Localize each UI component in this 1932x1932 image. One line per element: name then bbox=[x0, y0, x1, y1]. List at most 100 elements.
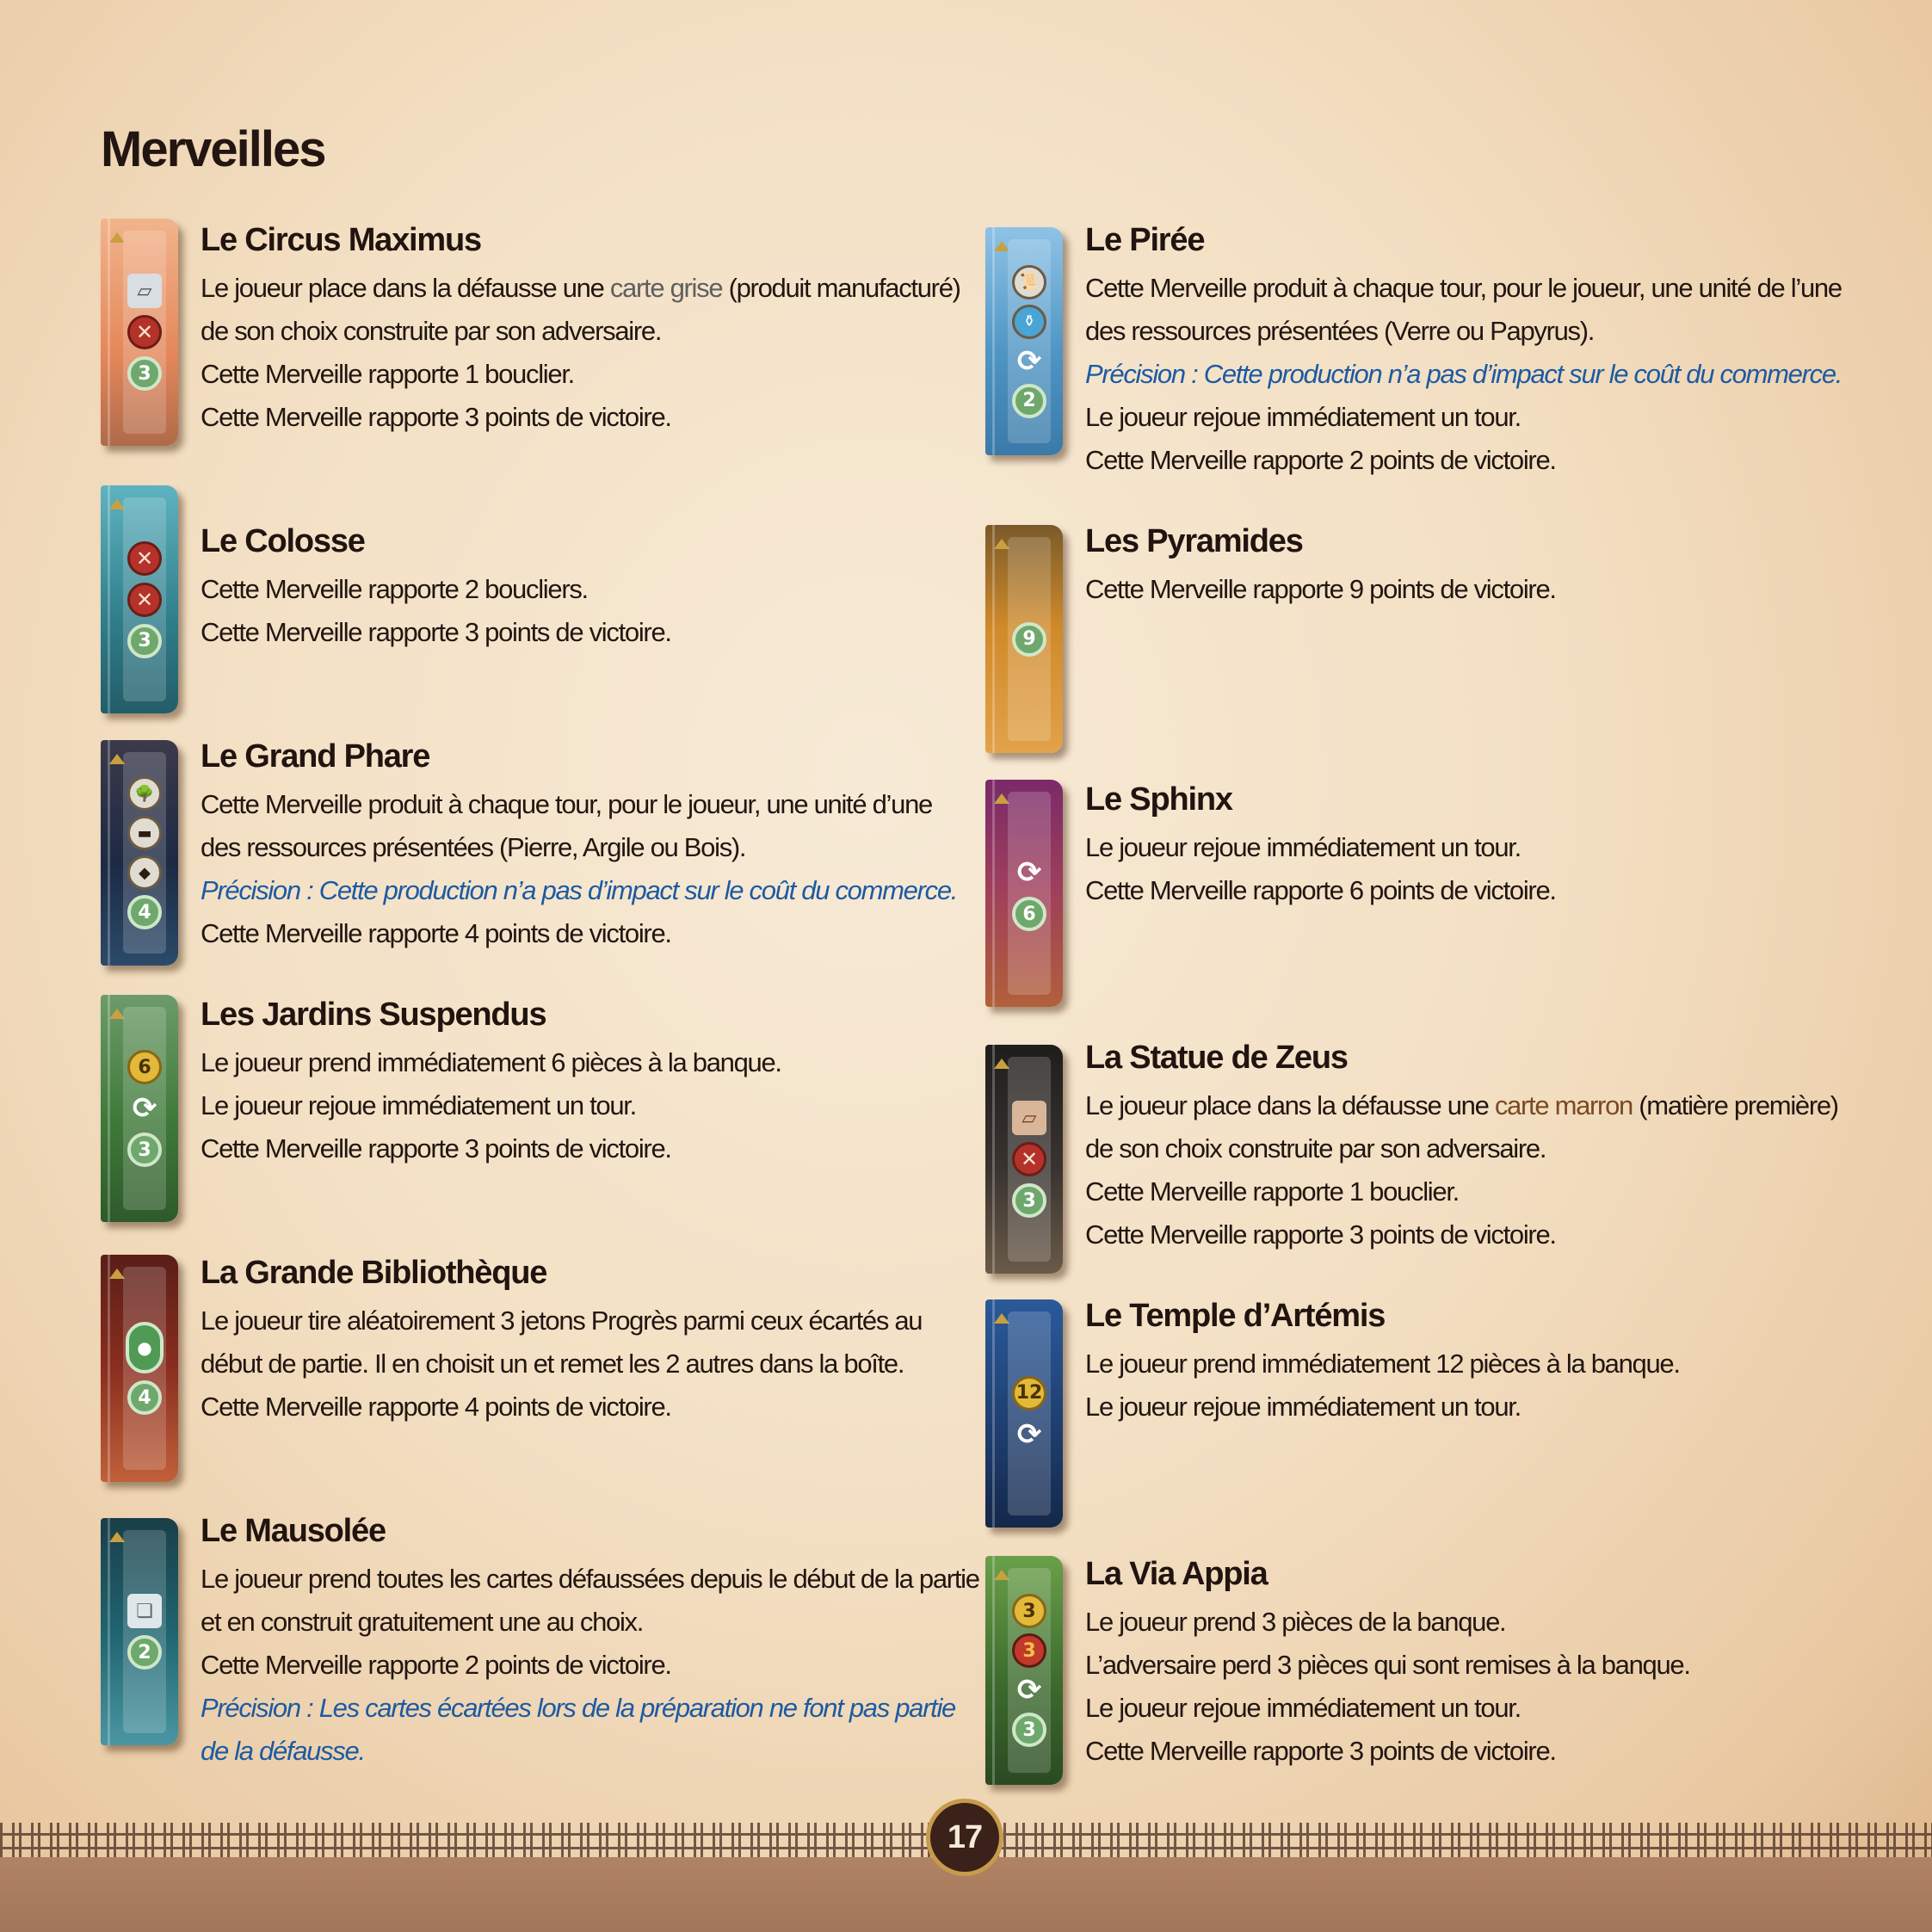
wonder-text: Cette Merveille rapporte 3 points de vic… bbox=[1085, 1736, 1557, 1766]
wonder-text: Le joueur prend 3 pièces de la banque. bbox=[1085, 1607, 1507, 1637]
papyrus-icon: 📜 bbox=[1012, 264, 1046, 299]
coin-icon: 3 bbox=[1012, 1594, 1046, 1628]
progress-tokens-icon: ● bbox=[126, 1322, 164, 1373]
wonder-title: Les Pyramides bbox=[1085, 523, 1304, 559]
wonder-text: L’adversaire perd 3 pièces qui sont remi… bbox=[1085, 1650, 1691, 1680]
wonder-text: Cette Merveille rapporte 2 boucliers. bbox=[201, 574, 589, 604]
wonder-note: Précision : Cette production n’a pas d’i… bbox=[201, 875, 958, 905]
wonder-card: 🌳 ▬ ◆ 4 bbox=[101, 740, 178, 966]
grey-card-label: carte grise bbox=[609, 273, 724, 303]
shield-icon: ✕ bbox=[127, 315, 162, 349]
lose-coins-icon: 3 bbox=[1012, 1633, 1046, 1668]
wonder-text: Le joueur rejoue immédiatement un tour. bbox=[201, 1090, 637, 1120]
wonder-text: Le joueur rejoue immédiatement un tour. bbox=[1085, 1392, 1522, 1422]
victory-points-icon: 2 bbox=[1012, 383, 1046, 418]
wonder-text: Cette Merveille produit à chaque tour, p… bbox=[1085, 273, 1842, 303]
play-again-icon: ⟳ bbox=[1016, 343, 1042, 379]
wonder-note: de la défausse. bbox=[201, 1736, 366, 1766]
wonder-text: et en construit gratuitement une au choi… bbox=[201, 1607, 644, 1637]
wonder-title: La Via Appia bbox=[1085, 1556, 1268, 1592]
wonder-text: Cette Merveille rapporte 6 points de vic… bbox=[1085, 875, 1557, 905]
wonder-text: Cette Merveille rapporte 2 points de vic… bbox=[201, 1650, 672, 1680]
brown-card-icon: ▱ bbox=[1012, 1101, 1046, 1135]
wonder-text: de son choix construite par son adversai… bbox=[201, 316, 662, 346]
wonder-card: 📜 ⚱ ⟳ 2 bbox=[985, 227, 1063, 455]
wonder-text: Le joueur rejoue immédiatement un tour. bbox=[1085, 1693, 1522, 1723]
wonder-card: ❏ 2 bbox=[101, 1518, 178, 1745]
stone-icon: ▬ bbox=[127, 816, 162, 850]
wonder-title: La Statue de Zeus bbox=[1085, 1040, 1349, 1076]
wonder-title: Les Jardins Suspendus bbox=[201, 997, 547, 1033]
wonder-text: Cette Merveille rapporte 1 bouclier. bbox=[1085, 1176, 1460, 1207]
victory-points-icon: 3 bbox=[127, 356, 162, 391]
wonder-title: Le Colosse bbox=[201, 523, 366, 559]
wonder-text: de son choix construite par son adversai… bbox=[1085, 1133, 1546, 1164]
wonder-text: Le joueur prend immédiatement 12 pièces … bbox=[1085, 1349, 1681, 1379]
shield-icon: ✕ bbox=[127, 540, 162, 576]
clay-icon: ◆ bbox=[127, 855, 162, 890]
shield-icon: ✕ bbox=[1012, 1142, 1046, 1176]
wonder-text: Cette Merveille rapporte 3 points de vic… bbox=[201, 617, 672, 647]
wonder-title: Le Circus Maximus bbox=[201, 222, 482, 258]
brown-card-label: carte marron bbox=[1494, 1090, 1633, 1120]
wonder-text: Cette Merveille rapporte 1 bouclier. bbox=[201, 359, 575, 389]
shield-icon: ✕ bbox=[127, 582, 162, 617]
wood-icon: 🌳 bbox=[127, 776, 162, 811]
wonder-title: La Grande Bibliothèque bbox=[201, 1255, 547, 1291]
coin-icon: 6 bbox=[127, 1050, 162, 1084]
play-again-icon: ⟳ bbox=[1016, 855, 1042, 890]
coin-icon: 12 bbox=[1012, 1375, 1046, 1410]
victory-points-icon: 9 bbox=[1012, 621, 1046, 657]
wonder-card: 3 3 ⟳ 3 bbox=[985, 1556, 1063, 1785]
play-again-icon: ⟳ bbox=[1016, 1673, 1042, 1707]
page-title: Merveilles bbox=[101, 121, 327, 177]
wonder-title: Le Pirée bbox=[1085, 222, 1205, 258]
wonder-note: Précision : Cette production n’a pas d’i… bbox=[1085, 359, 1842, 389]
wonder-text: Le joueur tire aléatoirement 3 jetons Pr… bbox=[201, 1305, 923, 1336]
victory-points-icon: 6 bbox=[1012, 897, 1046, 931]
wonder-card: ▱ ✕ 3 bbox=[101, 219, 178, 446]
page-number: 17 bbox=[926, 1799, 1003, 1876]
wonder-text: des ressources présentées (Verre ou Papy… bbox=[1085, 316, 1595, 346]
wonder-text: Cette Merveille rapporte 4 points de vic… bbox=[201, 918, 672, 948]
wonder-card: ▱ ✕ 3 bbox=[985, 1045, 1063, 1274]
play-again-icon: ⟳ bbox=[132, 1091, 157, 1126]
wonder-card: 12 ⟳ bbox=[985, 1299, 1063, 1528]
wonder-text: Le joueur prend toutes les cartes défaus… bbox=[201, 1564, 980, 1594]
victory-points-icon: 3 bbox=[1012, 1183, 1046, 1218]
wonder-text: des ressources présentées (Pierre, Argil… bbox=[201, 832, 747, 862]
wonder-title: Le Mausolée bbox=[201, 1513, 386, 1549]
wonder-card: ✕ ✕ 3 bbox=[101, 485, 178, 713]
discard-pile-icon: ❏ bbox=[127, 1594, 162, 1628]
wonder-title: Le Grand Phare bbox=[201, 738, 430, 775]
wonder-card: ● 4 bbox=[101, 1255, 178, 1482]
glass-icon: ⚱ bbox=[1012, 304, 1046, 339]
victory-points-icon: 4 bbox=[127, 895, 162, 929]
wonder-text: Le joueur place dans la défausse une car… bbox=[201, 273, 961, 303]
wonder-text: Cette Merveille rapporte 4 points de vic… bbox=[201, 1392, 672, 1422]
wonder-text: Cette Merveille produit à chaque tour, p… bbox=[201, 789, 933, 819]
wonder-title: Le Sphinx bbox=[1085, 781, 1233, 818]
play-again-icon: ⟳ bbox=[1016, 1417, 1042, 1452]
wonder-text: Cette Merveille rapporte 3 points de vic… bbox=[201, 1133, 672, 1164]
wonder-text: Cette Merveille rapporte 3 points de vic… bbox=[201, 402, 672, 432]
victory-points-icon: 4 bbox=[127, 1380, 162, 1415]
wonder-note: Précision : Les cartes écartées lors de … bbox=[201, 1693, 956, 1723]
wonder-text: Le joueur rejoue immédiatement un tour. bbox=[1085, 832, 1522, 862]
wonder-card: 6 ⟳ 3 bbox=[101, 995, 178, 1222]
wonder-text: Cette Merveille rapporte 9 points de vic… bbox=[1085, 574, 1557, 604]
wonder-text: Le joueur prend immédiatement 6 pièces à… bbox=[201, 1047, 782, 1077]
victory-points-icon: 3 bbox=[1012, 1713, 1046, 1747]
wonder-text: début de partie. Il en choisit un et rem… bbox=[201, 1349, 904, 1379]
wonder-text: Cette Merveille rapporte 2 points de vic… bbox=[1085, 445, 1557, 475]
wonder-text: Le joueur rejoue immédiatement un tour. bbox=[1085, 402, 1522, 432]
wonder-text: Le joueur place dans la défausse une car… bbox=[1085, 1090, 1839, 1120]
wonder-title: Le Temple d’Artémis bbox=[1085, 1298, 1386, 1334]
victory-points-icon: 3 bbox=[127, 1133, 162, 1167]
grey-card-icon: ▱ bbox=[127, 274, 162, 308]
wonder-text: Cette Merveille rapporte 3 points de vic… bbox=[1085, 1219, 1557, 1250]
victory-points-icon: 2 bbox=[127, 1635, 162, 1670]
victory-points-icon: 3 bbox=[127, 623, 162, 658]
wonder-card: ⟳ 6 bbox=[985, 780, 1063, 1007]
wonder-card: 9 bbox=[985, 525, 1063, 753]
